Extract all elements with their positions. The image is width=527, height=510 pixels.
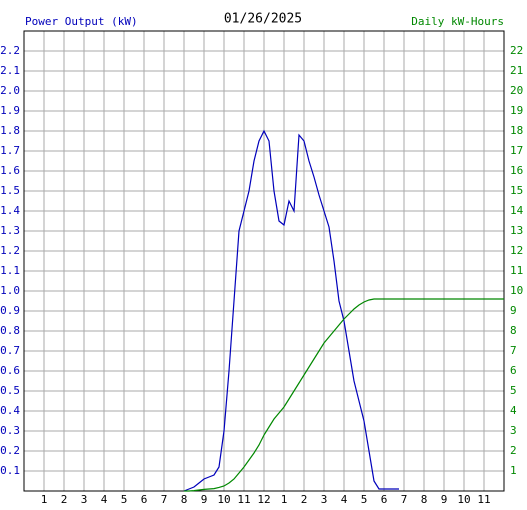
y-tick-label: 1.7	[0, 144, 20, 157]
y-tick-label: 1.6	[0, 164, 20, 177]
y2-tick-label: 1	[510, 464, 517, 477]
y2-tick-label: 20	[510, 84, 523, 97]
plot-border	[23, 30, 505, 492]
y-tick-label: 1.5	[0, 184, 20, 197]
y2-tick-label: 22	[510, 44, 523, 57]
y2-tick-label: 14	[510, 204, 524, 217]
y-tick-label: 1.8	[0, 124, 20, 137]
y-tick-label: 1.0	[0, 284, 20, 297]
x-tick-label: 7	[161, 493, 168, 506]
y-tick-label: 0.5	[0, 384, 20, 397]
y2-tick-label: 3	[510, 424, 517, 437]
x-tick-label: 8	[421, 493, 428, 506]
x-tick-label: 4	[341, 493, 348, 506]
x-tick-label: 8	[181, 493, 188, 506]
x-tick-label: 11	[477, 493, 490, 506]
y-tick-label: 1.1	[0, 264, 20, 277]
x-tick-label: 4	[101, 493, 108, 506]
x-tick-label: 11	[237, 493, 250, 506]
y2-tick-label: 13	[510, 224, 523, 237]
y2-axis-label: Daily kW-Hours	[411, 15, 504, 28]
y2-tick-label: 8	[510, 324, 517, 337]
x-tick-label: 9	[201, 493, 208, 506]
x-tick-label: 10	[217, 493, 230, 506]
x-tick-label: 9	[441, 493, 448, 506]
y-tick-label: 1.4	[0, 204, 20, 217]
chart-title: 01/26/2025	[224, 12, 302, 27]
y-tick-label: 1.9	[0, 104, 20, 117]
x-tick-label: 6	[381, 493, 388, 506]
y-tick-label: 0.1	[0, 464, 20, 477]
x-tick-label: 5	[121, 493, 128, 506]
x-tick-label: 1	[281, 493, 288, 506]
y2-tick-label: 2	[510, 444, 517, 457]
x-tick-label: 3	[321, 493, 328, 506]
x-tick-label: 2	[61, 493, 68, 506]
y2-tick-label: 18	[510, 124, 523, 137]
y2-tick-label: 15	[510, 184, 523, 197]
y2-tick-label: 21	[510, 64, 523, 77]
series-line	[183, 129, 399, 492]
y2-tick-label: 12	[510, 244, 523, 257]
y2-tick-label: 5	[510, 384, 517, 397]
x-tick-label: 12	[257, 493, 270, 506]
y2-tick-label: 4	[510, 404, 517, 417]
y-tick-label: 1.3	[0, 224, 20, 237]
y2-tick-label: 10	[510, 284, 523, 297]
x-tick-label: 10	[457, 493, 470, 506]
y-tick-label: 0.4	[0, 404, 20, 417]
x-tick-label: 3	[81, 493, 88, 506]
y2-tick-label: 9	[510, 304, 517, 317]
y-tick-label: 2.0	[0, 84, 20, 97]
x-tick-label: 6	[141, 493, 148, 506]
y-tick-label: 0.3	[0, 424, 20, 437]
y-tick-label: 0.2	[0, 444, 20, 457]
x-tick-label: 2	[301, 493, 308, 506]
y-axis-label: Power Output (kW)	[25, 15, 138, 28]
y2-tick-label: 11	[510, 264, 523, 277]
x-tick-label: 7	[401, 493, 408, 506]
y-tick-label: 0.6	[0, 364, 20, 377]
y2-tick-label: 6	[510, 364, 517, 377]
y2-tick-label: 16	[510, 164, 523, 177]
y-tick-label: 2.1	[0, 64, 20, 77]
series-line	[184, 298, 504, 492]
y2-tick-label: 19	[510, 104, 523, 117]
y-tick-label: 0.7	[0, 344, 20, 357]
y-tick-label: 1.2	[0, 244, 20, 257]
y-tick-label: 0.9	[0, 304, 20, 317]
y2-tick-label: 7	[510, 344, 517, 357]
x-tick-label: 5	[361, 493, 368, 506]
x-tick-label: 1	[41, 493, 48, 506]
y-tick-label: 2.2	[0, 44, 20, 57]
y-tick-label: 0.8	[0, 324, 20, 337]
y2-tick-label: 17	[510, 144, 523, 157]
